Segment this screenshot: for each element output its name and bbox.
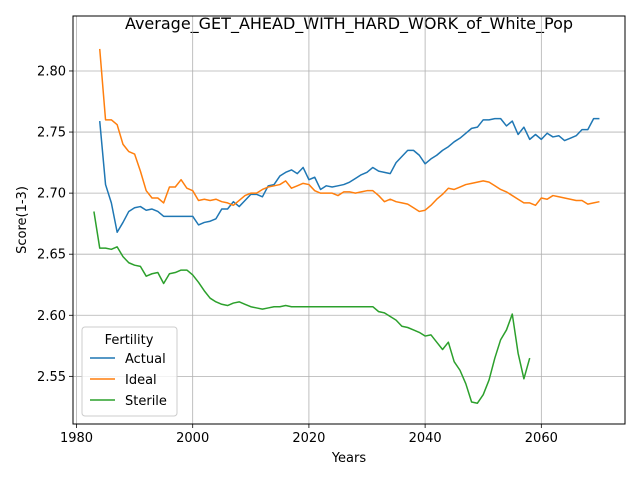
y-tick-label: 2.80: [37, 64, 66, 79]
legend-label-ideal: Ideal: [125, 373, 157, 388]
legend-box: [81, 326, 178, 417]
legend: Fertility Actual Ideal Sterile: [81, 326, 178, 417]
y-tick-label: 2.65: [37, 248, 66, 263]
x-tick-label: 1980: [60, 431, 93, 446]
y-tick-label: 2.60: [37, 309, 66, 324]
x-axis-title: Years: [331, 451, 367, 466]
x-tick-label: 2060: [525, 431, 558, 446]
series-line-ideal: [98, 48, 600, 213]
series-lines: [93, 48, 600, 404]
y-tick-label: 2.55: [37, 370, 66, 385]
x-tick-label: 2040: [409, 431, 442, 446]
axis-ticks: 1980 2000 2020 2040 2060 2.55 2.60 2.65 2.70 2.75…: [37, 64, 558, 446]
y-axis-title: Score(1-3): [15, 186, 30, 254]
gridlines: [73, 16, 625, 424]
series-line-actual: [98, 117, 600, 233]
series-line-sterile: [93, 211, 531, 404]
legend-label-actual: Actual: [125, 352, 166, 367]
legend-title: Fertility: [105, 333, 154, 348]
legend-label-sterile: Sterile: [125, 394, 167, 409]
legend-entries: Actual Ideal Sterile: [90, 352, 167, 409]
y-tick-label: 2.70: [37, 187, 66, 202]
plot-frame: [72, 15, 626, 425]
chart-title: Average_GET_AHEAD_WITH_HARD_WORK_of_Whit…: [125, 14, 573, 34]
y-tick-label: 2.75: [37, 126, 66, 141]
x-tick-label: 2020: [292, 431, 325, 446]
x-tick-label: 2000: [176, 431, 209, 446]
